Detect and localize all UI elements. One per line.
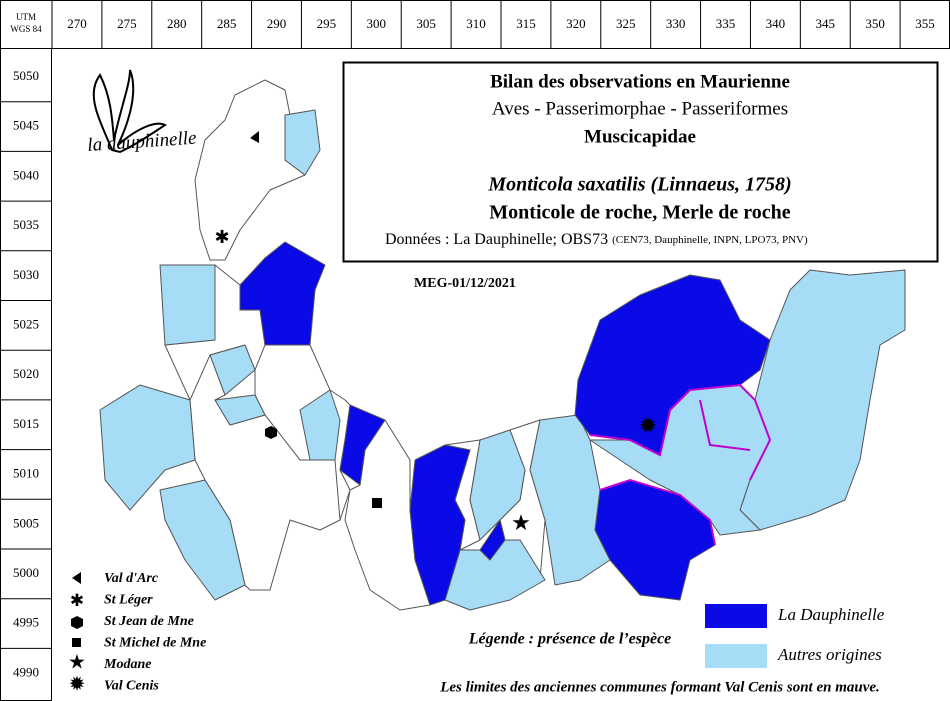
- x-grid-label: 305: [416, 16, 436, 31]
- y-grid-label: 5030: [13, 267, 39, 282]
- source: Données : La Dauphinelle; OBS73 (CEN73, …: [385, 231, 808, 248]
- commune: [299, 389, 341, 461]
- note: Les limites des anciennes communes forma…: [439, 679, 880, 695]
- top-band: [0, 0, 950, 49]
- x-grid-label: 335: [716, 16, 736, 31]
- mauve-limit: [589, 383, 772, 481]
- corner-label: WGS 84: [10, 24, 42, 34]
- symbol-burst: ✹: [69, 674, 86, 696]
- y-grid-label: 4995: [13, 615, 39, 630]
- commune: [479, 519, 506, 561]
- symbol-burst: ✹: [639, 413, 657, 438]
- place-label: Val d'Arc: [104, 571, 159, 586]
- commune: [239, 241, 326, 346]
- commune: [214, 394, 266, 426]
- symbol-asterisk: ✱: [70, 591, 84, 610]
- logo-text: la dauphinelle: [87, 128, 197, 157]
- y-grid-label: 4990: [13, 664, 39, 679]
- place-label: St Léger: [104, 593, 153, 608]
- x-grid-label: 350: [865, 16, 885, 31]
- commune: [469, 429, 526, 541]
- mauve-limit: [699, 399, 751, 451]
- title-line: Muscicapidae: [584, 126, 696, 147]
- communes: [99, 79, 906, 611]
- x-grid-label: 355: [915, 16, 935, 31]
- symbol-asterisk: ✱: [214, 227, 229, 247]
- x-grid-label: 330: [666, 16, 686, 31]
- x-grid-label: 295: [317, 16, 337, 31]
- commune: [339, 404, 386, 486]
- x-grid-label: 325: [616, 16, 636, 31]
- x-grid-label: 300: [367, 16, 387, 31]
- y-grid-label: 5025: [13, 316, 39, 331]
- x-grid-label: 345: [816, 16, 836, 31]
- x-grid-label: 275: [117, 16, 137, 31]
- symbol-hexagon: [265, 426, 277, 439]
- commune: [444, 539, 546, 611]
- symbol-star: ★: [511, 510, 531, 535]
- x-grid-label: 285: [217, 16, 237, 31]
- places-legend: Val d'Arc St Léger St Jean de Mne St Michel…: [103, 571, 206, 694]
- x-grid-label: 315: [516, 16, 536, 31]
- title-line: Aves - Passerimorphae - Passeriformes: [492, 98, 788, 119]
- symbol-triangle: [250, 131, 259, 143]
- x-grid-label: 310: [466, 16, 486, 31]
- symbol-square: [72, 638, 81, 647]
- y-grid-label: 5035: [13, 217, 39, 232]
- logo-flower: [92, 69, 167, 154]
- y-grid-label: 5020: [13, 366, 39, 381]
- symbol-triangle: [72, 572, 81, 584]
- y-grid-label: 5000: [13, 565, 39, 580]
- mauve-limit: [599, 478, 716, 546]
- source-detail: (CEN73, Dauphinelle, INPN, LPO73, PNV): [612, 234, 808, 246]
- commune: [159, 264, 216, 346]
- common-name: Monticole de roche, Merle de roche: [489, 202, 791, 224]
- place-label: St Jean de Mne: [104, 614, 194, 629]
- symbol-square: [372, 498, 382, 508]
- x-grid-label: 290: [267, 16, 287, 31]
- y-grid-label: 5015: [13, 416, 39, 431]
- left-band: [0, 48, 52, 701]
- symbol-star: ★: [68, 652, 86, 674]
- legend-label: Autres origines: [777, 645, 882, 664]
- commune: [409, 444, 471, 606]
- reference: MEG-01/12/2021: [414, 276, 516, 291]
- x-grid-label: 340: [766, 16, 786, 31]
- x-grid-label: 320: [566, 16, 586, 31]
- y-grid-label: 5050: [13, 68, 39, 83]
- y-grid-label: 5045: [13, 118, 39, 133]
- commune: [99, 384, 196, 511]
- place-label: Modane: [103, 657, 151, 672]
- symbol-hexagon: [71, 616, 83, 629]
- x-grid-label: 270: [67, 16, 87, 31]
- place-label: Val Cenis: [104, 679, 159, 694]
- legend-title: Légende : présence de l’espèce: [468, 631, 672, 648]
- x-grid-label: 280: [167, 16, 187, 31]
- legend-swatch: [705, 604, 767, 628]
- y-grid-label: 5040: [13, 167, 39, 182]
- commune: [159, 479, 246, 601]
- commune: [284, 109, 321, 176]
- legend: La Dauphinelle Autres origines: [705, 604, 885, 668]
- y-grid-label: 5005: [13, 515, 39, 530]
- place-label: St Michel de Mne: [104, 636, 206, 651]
- legend-label: La Dauphinelle: [777, 605, 885, 624]
- species: Monticola saxatilis (Linnaeus, 1758): [487, 174, 791, 196]
- legend-swatch: [705, 644, 767, 668]
- commune: [209, 344, 256, 396]
- title-line: Bilan des observations en Maurienne: [490, 71, 790, 92]
- y-grid-label: 5010: [13, 466, 39, 481]
- corner-label: UTM: [16, 12, 36, 22]
- title-box: [342, 61, 939, 263]
- commune: [194, 79, 306, 261]
- commune: [739, 269, 906, 531]
- source-text: Données : La Dauphinelle; OBS73: [385, 231, 608, 248]
